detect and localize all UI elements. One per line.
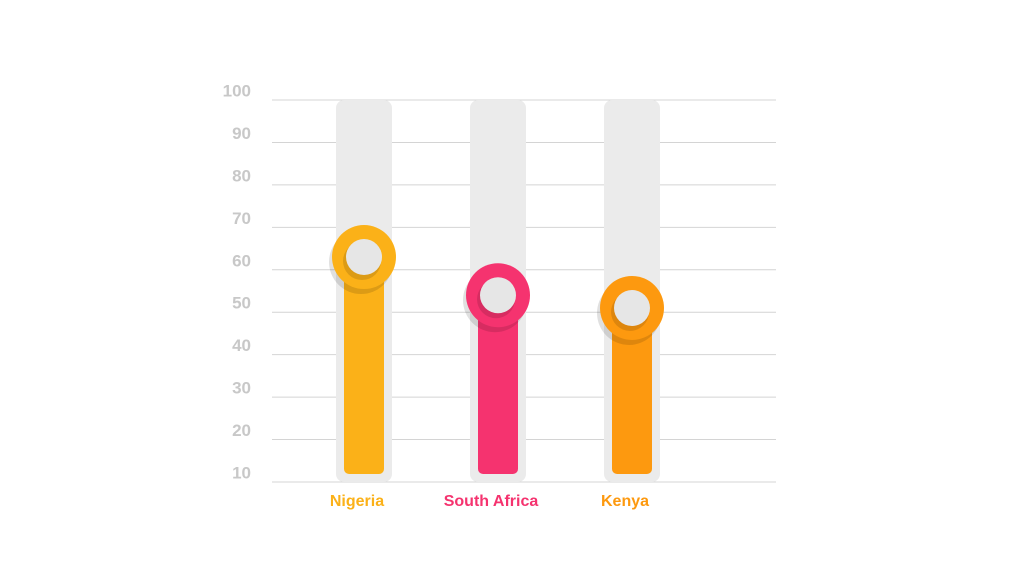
- bar: [344, 257, 384, 474]
- y-tick-label: 50: [232, 294, 251, 313]
- x-tick-label: Kenya: [601, 493, 649, 510]
- y-tick-label: 90: [232, 124, 251, 143]
- knob-center: [346, 239, 382, 276]
- knob-center: [480, 277, 516, 314]
- y-tick-label: 40: [232, 336, 251, 355]
- y-tick-label: 30: [232, 379, 251, 398]
- x-tick-label: South Africa: [444, 493, 539, 510]
- y-tick-label: 60: [232, 251, 251, 270]
- y-tick-label: 100: [223, 81, 251, 100]
- y-tick-label: 70: [232, 209, 251, 228]
- y-tick-label: 10: [232, 463, 251, 482]
- bar: [478, 295, 518, 474]
- y-tick-label: 80: [232, 166, 251, 185]
- x-tick-label: Nigeria: [330, 493, 384, 510]
- bar: [612, 307, 652, 474]
- y-tick-label: 20: [232, 421, 251, 440]
- knob-center: [614, 289, 650, 326]
